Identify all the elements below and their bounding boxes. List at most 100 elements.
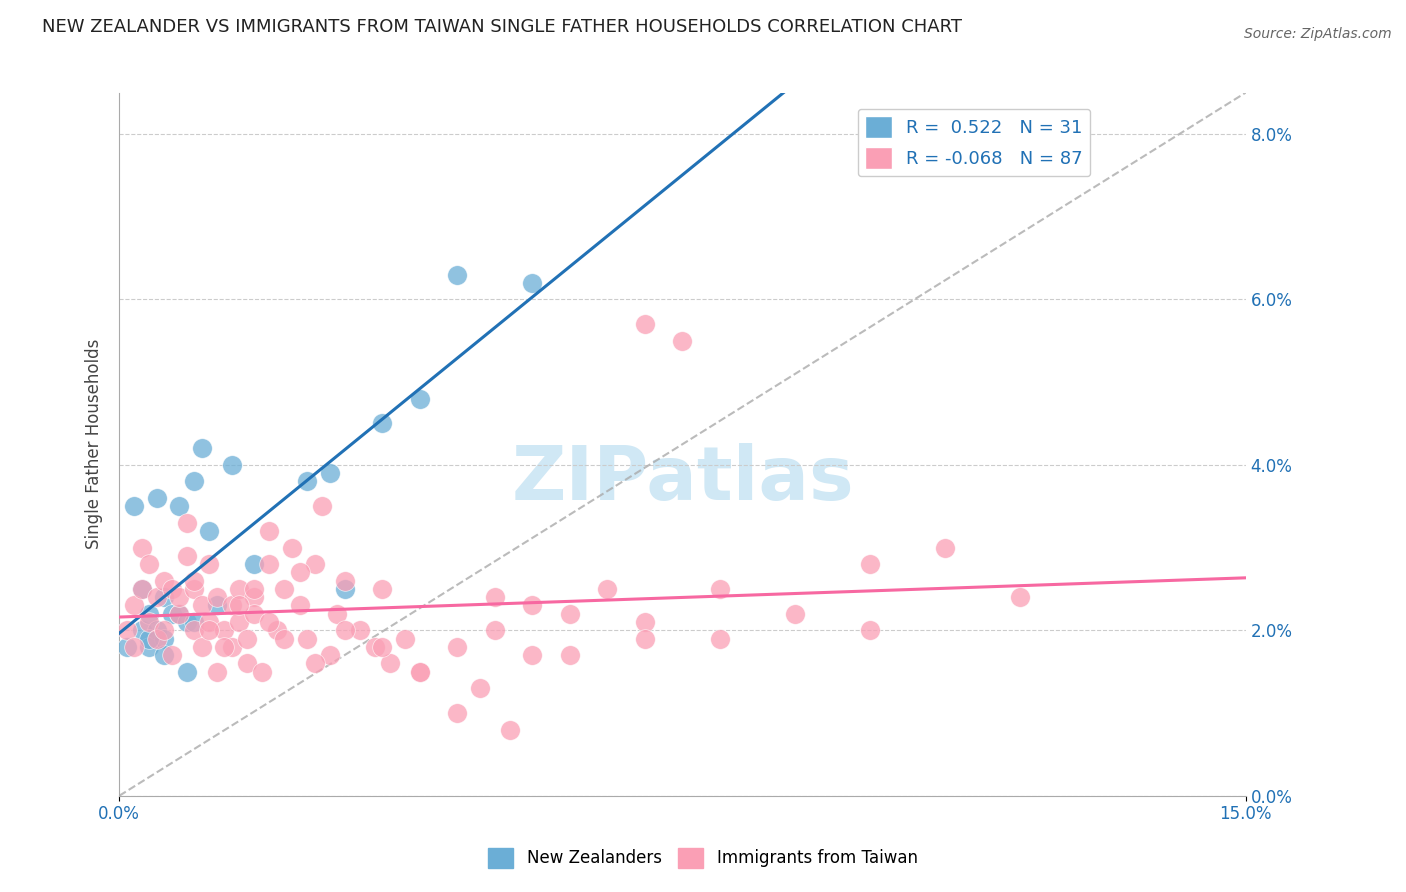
Point bbox=[191, 599, 214, 613]
Point bbox=[198, 624, 221, 638]
Point bbox=[333, 582, 356, 596]
Point bbox=[288, 599, 311, 613]
Point bbox=[146, 624, 169, 638]
Point bbox=[634, 317, 657, 331]
Point bbox=[243, 607, 266, 621]
Point bbox=[446, 706, 468, 720]
Point bbox=[124, 640, 146, 654]
Point bbox=[304, 657, 326, 671]
Point bbox=[176, 665, 198, 679]
Point bbox=[146, 591, 169, 605]
Point bbox=[318, 466, 340, 480]
Point bbox=[153, 632, 176, 646]
Point bbox=[522, 276, 544, 290]
Point bbox=[259, 615, 281, 629]
Point bbox=[671, 334, 693, 348]
Point bbox=[115, 640, 138, 654]
Text: NEW ZEALANDER VS IMMIGRANTS FROM TAIWAN SINGLE FATHER HOUSEHOLDS CORRELATION CHA: NEW ZEALANDER VS IMMIGRANTS FROM TAIWAN … bbox=[42, 18, 962, 36]
Point bbox=[205, 591, 228, 605]
Point bbox=[228, 615, 250, 629]
Point bbox=[468, 681, 491, 696]
Point bbox=[273, 582, 295, 596]
Point bbox=[138, 557, 160, 571]
Point bbox=[138, 607, 160, 621]
Y-axis label: Single Father Households: Single Father Households bbox=[86, 339, 103, 549]
Legend: New Zealanders, Immigrants from Taiwan: New Zealanders, Immigrants from Taiwan bbox=[482, 841, 924, 875]
Point bbox=[634, 615, 657, 629]
Point bbox=[371, 582, 394, 596]
Point bbox=[146, 491, 169, 505]
Point bbox=[446, 640, 468, 654]
Point bbox=[709, 582, 731, 596]
Point bbox=[176, 516, 198, 530]
Point bbox=[394, 632, 416, 646]
Point bbox=[160, 648, 183, 662]
Point bbox=[176, 549, 198, 563]
Point bbox=[304, 557, 326, 571]
Point bbox=[243, 582, 266, 596]
Point bbox=[131, 582, 153, 596]
Point bbox=[934, 541, 956, 555]
Point bbox=[333, 574, 356, 588]
Point bbox=[522, 599, 544, 613]
Point bbox=[333, 624, 356, 638]
Point bbox=[131, 541, 153, 555]
Point bbox=[160, 582, 183, 596]
Point bbox=[378, 657, 401, 671]
Point bbox=[221, 640, 243, 654]
Point bbox=[198, 557, 221, 571]
Point bbox=[191, 640, 214, 654]
Point bbox=[243, 557, 266, 571]
Point bbox=[596, 582, 619, 596]
Point bbox=[198, 524, 221, 538]
Point bbox=[634, 632, 657, 646]
Point bbox=[371, 640, 394, 654]
Point bbox=[859, 557, 882, 571]
Point bbox=[349, 624, 371, 638]
Point bbox=[785, 607, 807, 621]
Point bbox=[169, 607, 191, 621]
Point bbox=[250, 665, 273, 679]
Point bbox=[131, 582, 153, 596]
Point bbox=[176, 615, 198, 629]
Point bbox=[214, 624, 236, 638]
Point bbox=[131, 624, 153, 638]
Point bbox=[558, 648, 581, 662]
Point bbox=[859, 624, 882, 638]
Point bbox=[295, 475, 318, 489]
Point bbox=[124, 599, 146, 613]
Point bbox=[214, 640, 236, 654]
Point bbox=[311, 500, 333, 514]
Point bbox=[326, 607, 349, 621]
Point bbox=[191, 442, 214, 456]
Point bbox=[484, 591, 506, 605]
Point bbox=[221, 458, 243, 472]
Point bbox=[124, 500, 146, 514]
Point bbox=[205, 665, 228, 679]
Point bbox=[408, 392, 430, 406]
Point bbox=[160, 607, 183, 621]
Text: ZIPatlas: ZIPatlas bbox=[512, 442, 853, 516]
Point bbox=[228, 582, 250, 596]
Point bbox=[183, 582, 205, 596]
Point bbox=[138, 615, 160, 629]
Point bbox=[115, 624, 138, 638]
Point bbox=[138, 632, 160, 646]
Point bbox=[408, 665, 430, 679]
Point bbox=[169, 607, 191, 621]
Point bbox=[259, 557, 281, 571]
Point bbox=[221, 599, 243, 613]
Point bbox=[153, 648, 176, 662]
Point bbox=[522, 648, 544, 662]
Point bbox=[499, 723, 522, 737]
Point bbox=[236, 657, 259, 671]
Point bbox=[484, 624, 506, 638]
Point bbox=[266, 624, 288, 638]
Point bbox=[288, 566, 311, 580]
Point bbox=[281, 541, 304, 555]
Point bbox=[295, 632, 318, 646]
Point bbox=[558, 607, 581, 621]
Text: Source: ZipAtlas.com: Source: ZipAtlas.com bbox=[1244, 27, 1392, 41]
Point bbox=[446, 268, 468, 282]
Point bbox=[183, 624, 205, 638]
